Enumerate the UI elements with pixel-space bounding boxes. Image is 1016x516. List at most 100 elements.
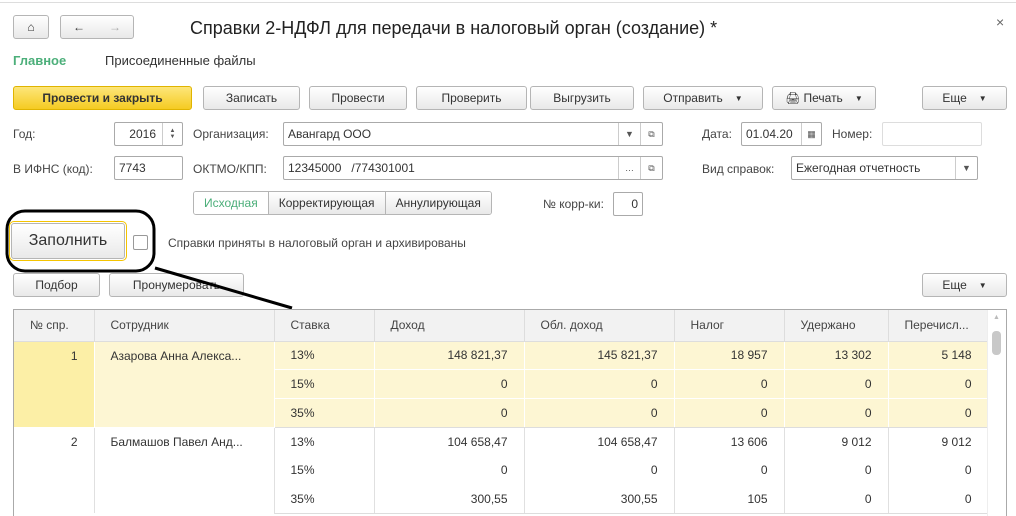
accepted-label: Справки приняты в налоговый орган и архи… — [168, 236, 466, 250]
column-header[interactable]: Обл. доход — [524, 310, 675, 342]
corr-label: № корр-ки: — [543, 197, 604, 211]
column-header[interactable]: Налог — [674, 310, 785, 342]
chevron-down-icon: ▼ — [978, 280, 987, 290]
org-field[interactable]: Авангард ООО ▼ ⧉ — [283, 122, 663, 146]
history-nav: ← → — [60, 15, 134, 39]
column-header[interactable]: Ставка — [274, 310, 375, 342]
dropdown-icon[interactable]: ▼ — [618, 123, 640, 145]
printer-icon: 🖨 — [785, 91, 801, 105]
cell-amount: 0 — [524, 398, 675, 428]
ifns-label: В ИФНС (код): — [13, 162, 93, 176]
fill-button[interactable]: Заполнить — [9, 221, 127, 261]
cell-amount: 9 012 — [784, 427, 889, 456]
vertical-scrollbar[interactable]: ▲ — [987, 310, 1006, 516]
number-field[interactable] — [882, 122, 982, 146]
cell-number: 1 — [14, 341, 95, 428]
dropdown-icon[interactable]: ▼ — [955, 157, 977, 179]
table-more-label: Еще — [942, 278, 967, 292]
cell-rate: 15% — [274, 369, 375, 399]
type-original[interactable]: Исходная — [194, 192, 268, 214]
table-row[interactable]: 15% 0 0 0 0 0 — [14, 455, 989, 485]
column-header[interactable]: Сотрудник — [94, 310, 275, 342]
cell-amount: 0 — [524, 369, 675, 399]
cell-amount: 0 — [784, 484, 889, 514]
tab-attached-files[interactable]: Присоединенные файлы — [105, 53, 256, 68]
type-corrective[interactable]: Корректирующая — [267, 192, 385, 214]
home-button[interactable]: ⌂ — [13, 15, 49, 39]
org-value: Авангард ООО — [288, 127, 372, 141]
cell-amount: 0 — [888, 398, 989, 428]
table-row[interactable]: 1 Азарова Анна Алекса... 13% 148 821,37 145 … — [14, 341, 989, 428]
cell-amount: 300,55 — [374, 484, 525, 514]
more-label: Еще — [942, 91, 967, 105]
print-label: Печать — [803, 91, 843, 105]
cell-amount: 18 957 — [674, 341, 785, 371]
cell-amount: 148 821,37 — [374, 341, 525, 371]
year-field[interactable]: 2016 ▲ ▼ — [114, 122, 183, 146]
scrollbar-thumb[interactable] — [992, 331, 1001, 355]
post-button[interactable]: Провести — [309, 86, 407, 110]
column-header[interactable]: Доход — [374, 310, 525, 342]
year-stepper[interactable]: ▲ ▼ — [162, 123, 182, 145]
table-row[interactable]: 2 Балмашов Павел Анд... 13% 104 658,47 104 6… — [14, 427, 989, 514]
table-row[interactable]: 35% 0 0 0 0 0 — [14, 398, 989, 428]
open-icon[interactable]: ⧉ — [640, 123, 662, 145]
more-button[interactable]: Еще ▼ — [922, 86, 1007, 110]
cell-amount: 0 — [784, 369, 889, 399]
open-icon[interactable]: ⧉ — [640, 157, 662, 179]
close-icon[interactable]: × — [996, 14, 1005, 30]
ifns-field[interactable]: 7743 — [114, 156, 183, 180]
cell-amount: 0 — [888, 369, 989, 399]
cell-amount: 0 — [674, 455, 785, 485]
cell-amount: 0 — [524, 455, 675, 485]
type-cancelling[interactable]: Аннулирующая — [384, 192, 491, 214]
column-header[interactable]: Удержано — [784, 310, 889, 342]
table-row[interactable]: 15% 0 0 0 0 0 — [14, 369, 989, 399]
send-button[interactable]: Отправить ▼ — [643, 86, 763, 110]
cell-amount: 0 — [374, 398, 525, 428]
cell-rate: 13% — [274, 341, 375, 371]
date-value: 01.04.20 — [746, 127, 793, 141]
org-label: Организация: — [193, 127, 269, 141]
column-header[interactable]: № спр. — [14, 310, 95, 342]
cell-amount: 9 012 — [888, 427, 989, 456]
year-value: 2016 — [129, 127, 156, 141]
cell-rate: 35% — [274, 484, 375, 514]
cell-amount: 0 — [374, 455, 525, 485]
cell-amount: 300,55 — [524, 484, 675, 514]
export-button[interactable]: Выгрузить — [530, 86, 634, 110]
window-title: Справки 2-НДФЛ для передачи в налоговый … — [190, 18, 718, 38]
cell-amount: 0 — [784, 398, 889, 428]
oktmo-value: 12345000 /774301001 — [288, 161, 415, 175]
cell-amount: 105 — [674, 484, 785, 514]
chevron-down-icon: ▼ — [978, 93, 987, 103]
tab-main[interactable]: Главное — [13, 53, 67, 68]
oktmo-field[interactable]: 12345000 /774301001 … ⧉ — [283, 156, 663, 180]
employees-table: № спр. Сотрудник Ставка Доход Обл. доход Нало… — [13, 309, 1007, 516]
kind-label: Вид справок: — [702, 162, 775, 176]
kind-select[interactable]: Ежегодная отчетность ▼ — [791, 156, 978, 180]
check-button[interactable]: Проверить — [416, 86, 527, 110]
renumber-button[interactable]: Пронумеровать — [109, 273, 244, 297]
column-header[interactable]: Перечисл... — [888, 310, 989, 342]
chevron-down-icon: ▼ — [734, 93, 743, 103]
print-button[interactable]: 🖨 Печать ▼ — [772, 86, 876, 110]
forward-arrow-icon[interactable]: → — [109, 20, 121, 34]
calendar-icon[interactable]: ▦ — [801, 123, 821, 145]
back-arrow-icon[interactable]: ← — [73, 20, 85, 34]
scroll-up-icon[interactable]: ▲ — [993, 314, 1000, 321]
select-button[interactable]: Подбор — [13, 273, 100, 297]
cell-amount: 0 — [784, 455, 889, 485]
select-ellipsis-icon[interactable]: … — [618, 157, 640, 179]
cell-amount: 13 606 — [674, 427, 785, 456]
window-top-border — [0, 0, 1016, 3]
corr-field[interactable]: 0 — [613, 192, 643, 216]
date-label: Дата: — [702, 127, 732, 141]
post-and-close-button[interactable]: Провести и закрыть — [13, 86, 192, 110]
cell-rate: 15% — [274, 455, 375, 485]
date-field[interactable]: 01.04.20 ▦ — [741, 122, 822, 146]
table-more-button[interactable]: Еще ▼ — [922, 273, 1007, 297]
cell-amount: 5 148 — [888, 341, 989, 371]
save-button[interactable]: Записать — [203, 86, 300, 110]
accepted-checkbox[interactable] — [133, 235, 148, 250]
